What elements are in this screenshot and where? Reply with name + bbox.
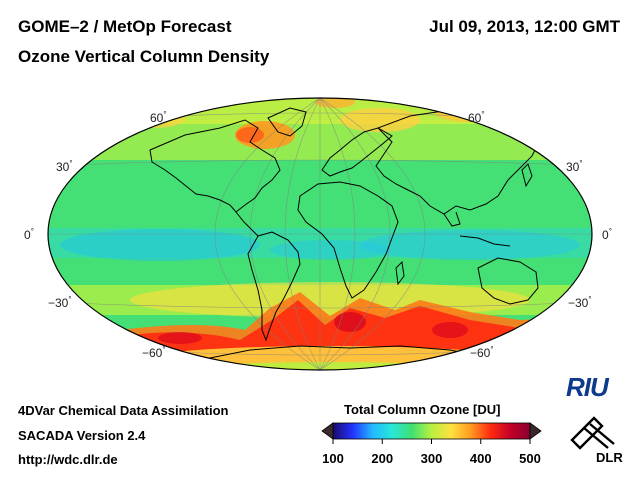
globe-outline <box>47 97 593 371</box>
datetime-label: Jul 09, 2013, 12:00 GMT <box>429 17 620 36</box>
riu-logo: RIU <box>566 372 609 402</box>
dlr-logo-text: DLR <box>596 450 623 465</box>
colorbar-bar <box>332 422 531 440</box>
lat-label-left-60: 60° <box>150 110 167 125</box>
colorbar-title: Total Column Ozone [DU] <box>344 402 501 417</box>
colorbar-ticks <box>332 439 531 444</box>
quantity-title: Ozone Vertical Column Density <box>18 47 270 66</box>
lat-label-right-60: 60° <box>468 110 485 125</box>
lat-label-right-m30: −30° <box>568 295 592 310</box>
colorbar-max-arrow <box>529 422 542 440</box>
colorbar-tick-label: 400 <box>469 451 492 466</box>
method-label: 4DVar Chemical Data Assimilation <box>18 403 229 418</box>
lat-label-right-30: 30° <box>566 159 583 174</box>
lat-label-left-0: 0° <box>24 227 34 242</box>
colorbar-tick-label: 100 <box>322 451 344 466</box>
url-label: http://wdc.dlr.de <box>18 452 118 467</box>
lat-label-right-m60: −60° <box>470 345 494 360</box>
colorbar-tick-label: 500 <box>519 451 541 466</box>
lat-label-left-30: 30° <box>56 159 73 174</box>
product-title: GOME–2 / MetOp Forecast <box>18 17 232 36</box>
lat-label-right-0: 0° <box>602 227 612 242</box>
colorbar-tick-label: 300 <box>420 451 443 466</box>
colorbar-tick-label: 200 <box>371 451 394 466</box>
colorbar-min-arrow <box>321 422 334 440</box>
lat-label-left-m60: −60° <box>142 345 166 360</box>
dlr-logo-icon <box>570 416 615 450</box>
version-label: SACADA Version 2.4 <box>18 428 146 443</box>
lat-label-left-m30: −30° <box>48 295 72 310</box>
coastlines <box>149 107 541 361</box>
